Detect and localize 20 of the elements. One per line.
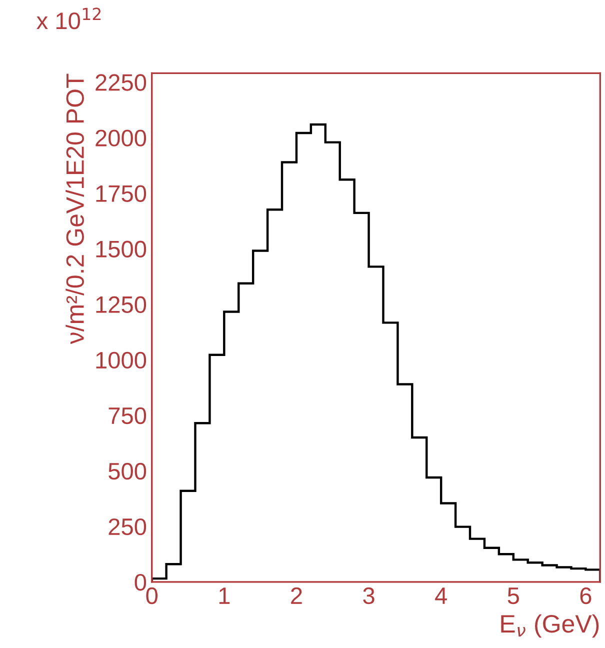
y-tick-label: 1000 — [96, 352, 146, 369]
y-tick-label: 1250 — [96, 296, 146, 314]
y-tick-label: 250 — [108, 518, 146, 536]
y-tick-label: 0 — [134, 574, 146, 591]
y-tick-label: 500 — [108, 462, 146, 480]
x-axis-title: E$_{ν}$ (GeV) — [501, 614, 599, 638]
y-tick-label: 2250 — [96, 74, 146, 91]
y-tick-label: 1750 — [96, 185, 146, 202]
x-tick-label: 1 — [219, 588, 230, 604]
x-tick-label: 6 — [580, 587, 592, 604]
text: x 10$^{12}$ — [36, 8, 101, 30]
y-tick-label: 1500 — [96, 240, 146, 258]
x-tick-label: 4 — [435, 588, 447, 604]
x-tick-label: 3 — [363, 587, 374, 604]
y-tick-label: 2000 — [96, 130, 146, 146]
x-tick-label: 5 — [508, 588, 519, 604]
x-tick-label: 2 — [291, 587, 302, 604]
y-tick-label: 750 — [108, 407, 146, 424]
y-axis-title: ν/m²/0.2 GeV/1E20 POT — [66, 74, 84, 344]
x-tick-label: 0 — [146, 587, 158, 604]
